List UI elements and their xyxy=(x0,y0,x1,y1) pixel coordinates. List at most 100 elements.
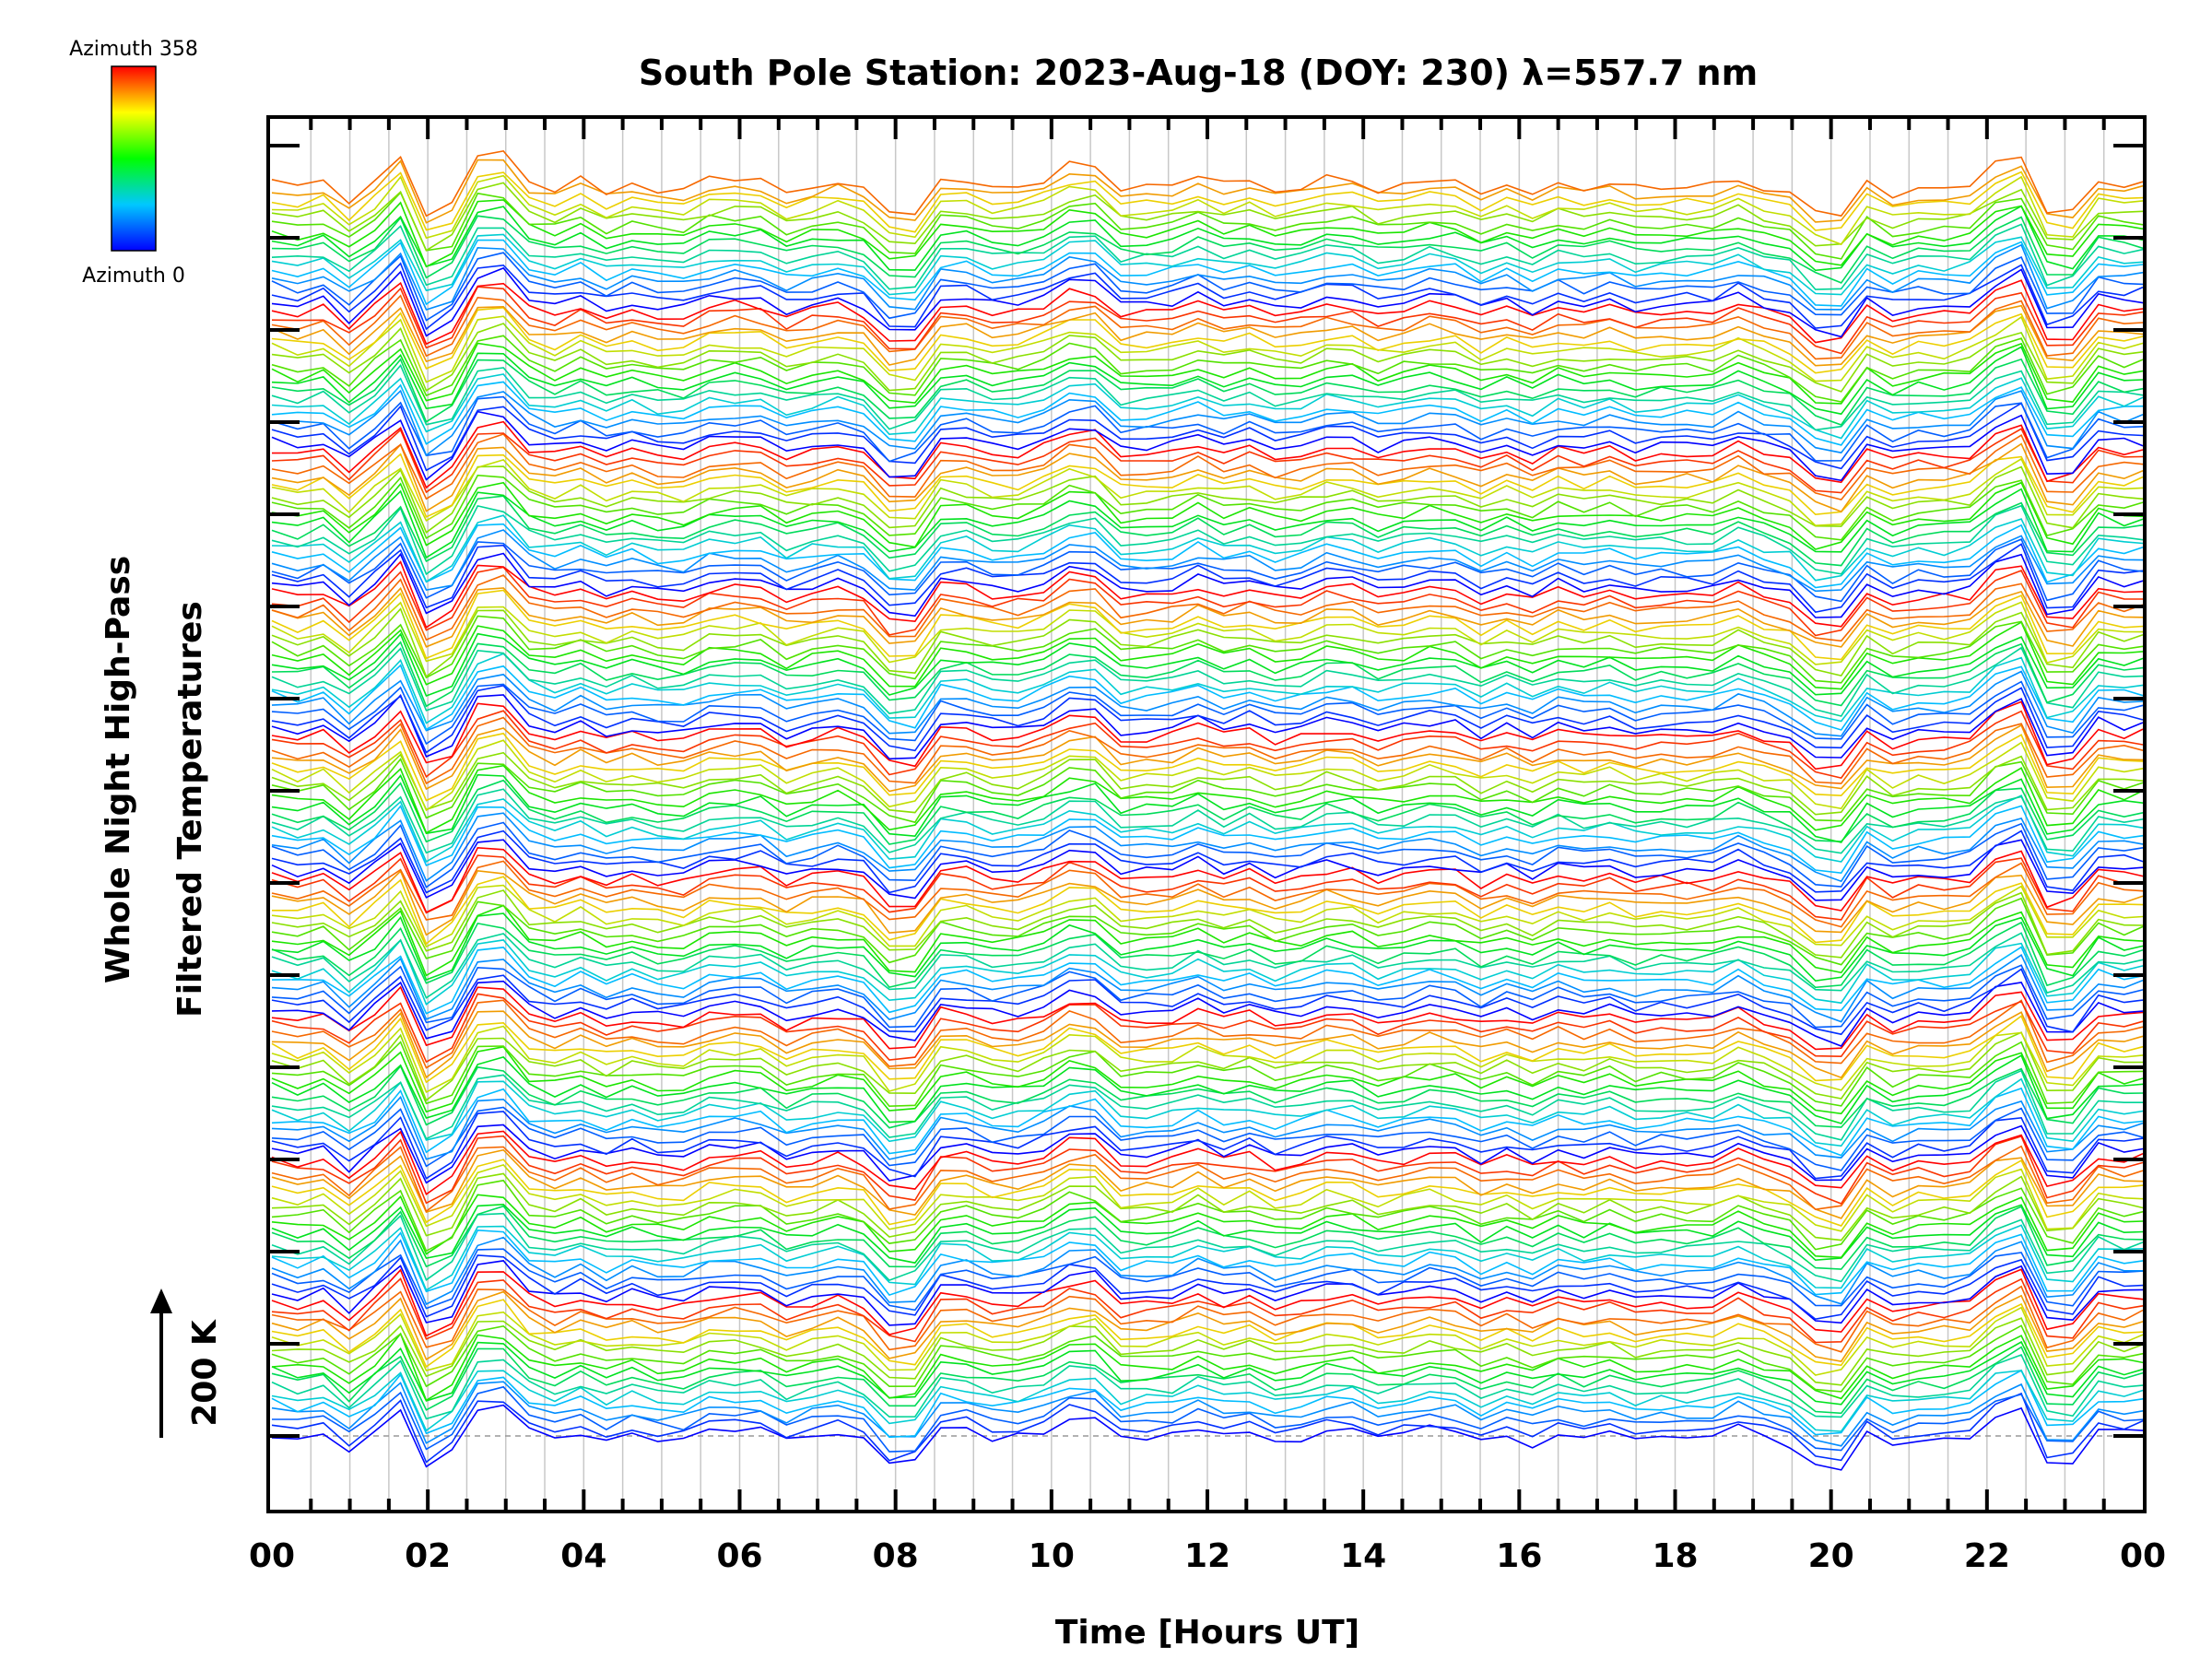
series-line xyxy=(271,1106,2144,1171)
series-line xyxy=(271,751,2144,816)
series-line xyxy=(271,904,2144,977)
series-line xyxy=(271,889,2144,959)
series-line xyxy=(271,884,2144,948)
series-line xyxy=(271,1087,2144,1157)
series-line xyxy=(271,315,2144,383)
series-line xyxy=(271,586,2144,648)
y-axis-label-line2: Filtered Temperatures xyxy=(171,601,209,1018)
series-line xyxy=(271,1145,2144,1213)
series-line xyxy=(271,788,2144,854)
series-line xyxy=(271,1025,2144,1094)
y-axis-label-line1: Whole Night High-Pass xyxy=(100,556,137,983)
series-line xyxy=(271,1306,2144,1376)
series-line xyxy=(271,812,2144,883)
series-line xyxy=(271,1332,2144,1402)
series-line xyxy=(271,632,2144,698)
series-line xyxy=(271,968,2144,1036)
series-line xyxy=(271,1135,2144,1205)
series-line xyxy=(271,938,2144,1006)
series-line xyxy=(271,821,2144,888)
series-line xyxy=(271,529,2144,593)
series-line xyxy=(271,1179,2144,1253)
series-line xyxy=(271,342,2144,405)
series-line xyxy=(271,646,2144,717)
series-line xyxy=(271,304,2144,367)
series-line xyxy=(271,389,2144,457)
series-line xyxy=(271,266,2144,338)
series-line xyxy=(271,805,2144,875)
series-line xyxy=(271,488,2144,559)
x-tick-labels: 00 02 04 06 08 10 12 14 16 18 20 22 00 xyxy=(249,1537,2166,1575)
series-line xyxy=(271,1077,2144,1147)
series-line xyxy=(271,504,2144,576)
series-line xyxy=(271,700,2144,771)
colorbar: Azimuth 358 Azimuth 0 xyxy=(69,38,198,288)
series-line xyxy=(271,1254,2144,1321)
series-line xyxy=(271,1194,2144,1259)
x-tick-label: 20 xyxy=(1808,1537,1854,1575)
series-line xyxy=(271,286,2144,355)
series-line xyxy=(271,223,2144,290)
series-line xyxy=(271,589,2144,661)
series-line xyxy=(271,335,2144,403)
x-tick-label: 02 xyxy=(405,1537,451,1575)
series-line xyxy=(271,773,2144,843)
series-line xyxy=(271,1065,2144,1129)
series-line xyxy=(271,964,2144,1029)
series-group xyxy=(271,150,2144,1471)
scale-label: 200 K xyxy=(186,1319,224,1427)
series-line xyxy=(271,680,2144,746)
series-line xyxy=(271,150,2144,218)
series-line xyxy=(271,420,2144,489)
x-tick-label: 08 xyxy=(873,1537,919,1575)
series-line xyxy=(271,869,2144,936)
series-line xyxy=(271,999,2144,1069)
series-line xyxy=(271,670,2144,737)
series-line xyxy=(271,457,2144,527)
series-line xyxy=(271,428,2144,494)
series-line xyxy=(271,191,2144,260)
x-tick-label: 16 xyxy=(1496,1537,1542,1575)
colorbar-bottom-label: Azimuth 0 xyxy=(82,265,185,288)
series-line xyxy=(271,560,2144,629)
series-line xyxy=(271,1277,2144,1344)
series-line xyxy=(271,1324,2144,1393)
series-line xyxy=(271,739,2144,812)
series-line xyxy=(271,294,2144,360)
series-line xyxy=(271,1054,2144,1124)
series-line xyxy=(271,262,2144,331)
series-line xyxy=(271,514,2144,583)
x-tick-label: 06 xyxy=(716,1537,762,1575)
series-line xyxy=(271,358,2144,426)
series-line xyxy=(271,552,2144,618)
series-line xyxy=(271,239,2144,307)
series-line xyxy=(271,474,2144,541)
series-line xyxy=(271,442,2144,513)
series-line xyxy=(271,1224,2144,1291)
series-line xyxy=(271,1381,2144,1447)
series-line xyxy=(271,954,2144,1023)
series-line xyxy=(271,215,2144,284)
series-line xyxy=(271,912,2144,982)
series-line xyxy=(271,1010,2144,1079)
series-line xyxy=(271,1404,2144,1471)
series-line xyxy=(271,174,2144,246)
series-line xyxy=(271,620,2144,690)
series-line xyxy=(271,664,2144,731)
series-line xyxy=(271,921,2144,989)
series-line xyxy=(271,323,2144,393)
series-line xyxy=(271,897,2144,966)
series-line xyxy=(271,794,2144,864)
series-line xyxy=(271,1203,2144,1265)
series-line xyxy=(271,395,2144,463)
series-line xyxy=(271,1229,2144,1297)
series-line xyxy=(271,932,2144,999)
series-line xyxy=(271,373,2144,440)
series-line xyxy=(271,306,2144,374)
series-line xyxy=(271,1299,2144,1369)
series-line xyxy=(271,1340,2144,1406)
series-line xyxy=(271,453,2144,518)
series-line xyxy=(271,1212,2144,1283)
series-line xyxy=(271,159,2144,224)
series-line xyxy=(271,279,2144,346)
